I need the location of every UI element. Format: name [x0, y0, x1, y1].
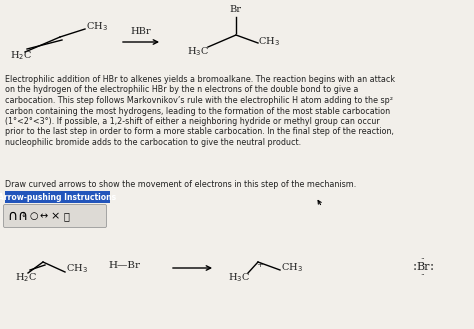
Text: ↓: ↓	[21, 212, 27, 218]
Text: Arrow-pushing Instructions: Arrow-pushing Instructions	[0, 192, 117, 201]
Text: Br: Br	[229, 5, 241, 13]
Text: ×: ×	[50, 211, 60, 221]
Text: nucleophilic bromide adds to the carbocation to give the neutral product.: nucleophilic bromide adds to the carboca…	[5, 138, 301, 147]
Text: Br: Br	[416, 262, 430, 272]
Text: CH$_3$: CH$_3$	[86, 21, 108, 34]
Text: H—Br: H—Br	[108, 261, 140, 269]
Text: Draw curved arrows to show the movement of electrons in this step of the mechani: Draw curved arrows to show the movement …	[5, 180, 356, 189]
Text: CH$_3$: CH$_3$	[281, 262, 303, 274]
Text: H$_2$C: H$_2$C	[10, 50, 32, 63]
Text: (1°<2°<3°). If possible, a 1,2-shift of either a neighboring hydride or methyl g: (1°<2°<3°). If possible, a 1,2-shift of …	[5, 117, 380, 126]
Text: CH$_3$: CH$_3$	[258, 36, 280, 48]
Text: carbon containing the most hydrogens, leading to the formation of the most stabl: carbon containing the most hydrogens, le…	[5, 107, 390, 115]
Text: prior to the last step in order to form a more stable carbocation. In the final : prior to the last step in order to form …	[5, 128, 394, 137]
Text: ∩: ∩	[7, 209, 17, 223]
Text: carbocation. This step follows Markovnikov’s rule with the electrophilic H atom : carbocation. This step follows Markovnik…	[5, 96, 393, 105]
Text: H$_2$C: H$_2$C	[15, 272, 37, 284]
Text: ∩: ∩	[17, 209, 27, 223]
Text: ··: ··	[420, 255, 425, 263]
Text: ○: ○	[30, 211, 38, 221]
Text: ··: ··	[420, 271, 425, 279]
Text: CH$_3$: CH$_3$	[66, 263, 88, 275]
Text: H$_3$C: H$_3$C	[187, 46, 209, 59]
Text: +: +	[256, 261, 264, 269]
Text: :: :	[430, 261, 434, 273]
Text: H$_3$C: H$_3$C	[228, 272, 250, 284]
Text: ↔: ↔	[40, 211, 48, 221]
Text: on the hydrogen of the electrophilic HBr by the n electrons of the double bond t: on the hydrogen of the electrophilic HBr…	[5, 86, 358, 94]
Text: HBr: HBr	[131, 28, 151, 37]
FancyBboxPatch shape	[5, 191, 110, 203]
Text: :: :	[413, 261, 417, 273]
Text: 🗑: 🗑	[63, 211, 69, 221]
FancyBboxPatch shape	[3, 205, 107, 227]
Text: Electrophilic addition of HBr to alkenes yields a bromoalkane. The reaction begi: Electrophilic addition of HBr to alkenes…	[5, 75, 395, 84]
